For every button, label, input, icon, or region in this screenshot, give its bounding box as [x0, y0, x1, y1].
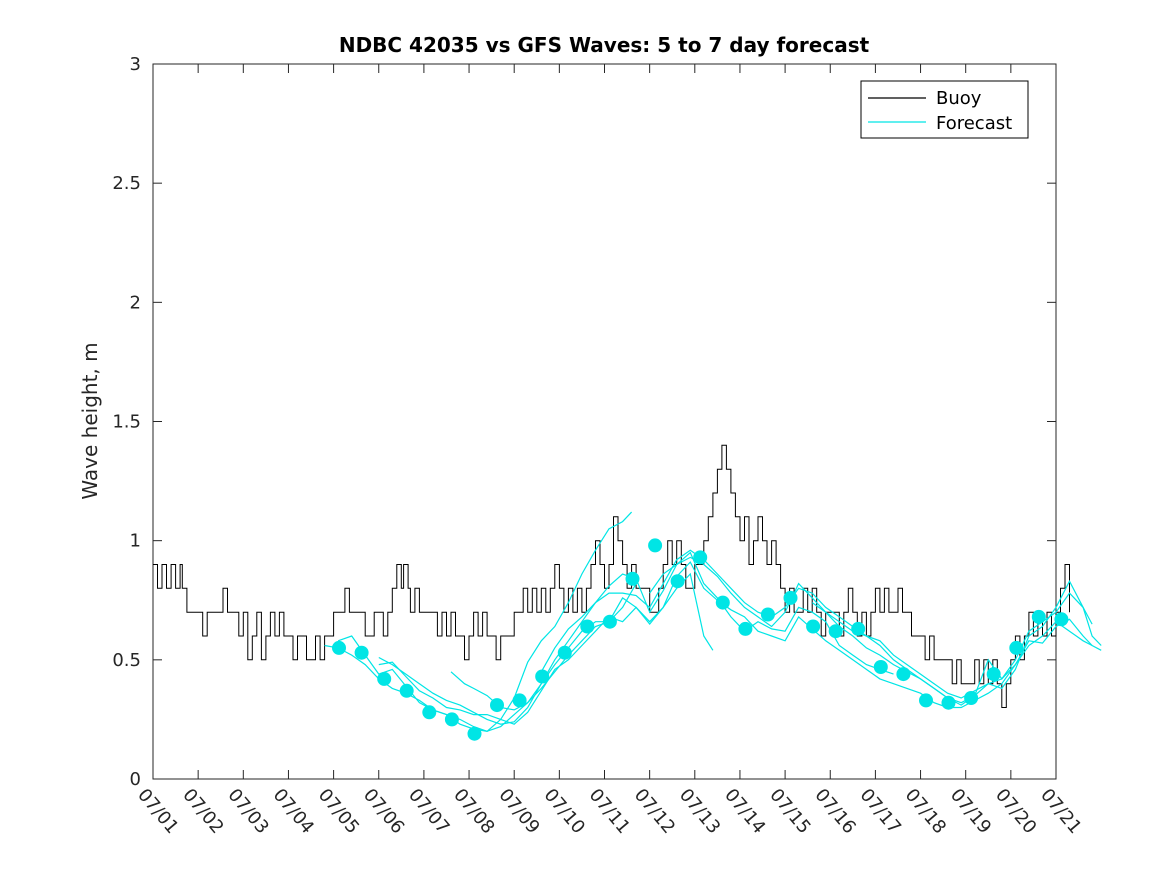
- forecast-marker: [444, 712, 459, 727]
- forecast-marker: [896, 667, 911, 682]
- forecast-marker: [535, 669, 550, 684]
- series-line-forecast: [450, 561, 1093, 711]
- forecast-marker: [851, 621, 866, 636]
- series-line-forecast: [649, 556, 1102, 699]
- forecast-marker: [738, 621, 753, 636]
- forecast-marker: [512, 693, 527, 708]
- axes-box: [152, 63, 1057, 780]
- forecast-marker: [760, 607, 775, 622]
- forecast-marker: [919, 693, 933, 708]
- forecast-marker: [941, 695, 956, 710]
- forecast-marker: [1054, 612, 1069, 627]
- y-tick-label: 0: [130, 769, 141, 790]
- forecast-marker: [467, 726, 482, 741]
- y-tick-label: 1.5: [112, 412, 141, 433]
- forecast-marker: [354, 645, 369, 660]
- y-tick-label: 1: [130, 531, 141, 552]
- forecast-marker: [1009, 640, 1024, 655]
- forecast-marker: [828, 624, 843, 639]
- forecast-marker: [986, 667, 1001, 682]
- series-line-forecast: [337, 511, 633, 732]
- forecast-marker: [806, 619, 821, 634]
- legend: Buoy Forecast: [860, 80, 1029, 139]
- y-tick-label: 0.5: [112, 650, 141, 671]
- forecast-marker: [377, 671, 392, 686]
- forecast-marker: [580, 619, 595, 634]
- forecast-marker: [332, 640, 346, 655]
- legend-box: [860, 80, 1029, 139]
- forecast-marker: [648, 538, 663, 553]
- forecast-marker: [602, 614, 617, 629]
- legend-label-forecast: Forecast: [936, 113, 1012, 134]
- forecast-marker: [693, 550, 708, 565]
- legend-label-buoy: Buoy: [936, 88, 982, 109]
- forecast-marker: [873, 660, 888, 674]
- series-line-buoy: [153, 444, 1070, 708]
- forecast-marker: [964, 691, 979, 705]
- forecast-marker: [715, 595, 730, 610]
- y-tick-label: 3: [130, 54, 141, 75]
- forecast-marker: [625, 571, 640, 586]
- forecast-marker: [1031, 609, 1046, 624]
- plot-area: 00.511.522.5307/0107/0207/0307/0407/0507…: [112, 54, 1102, 838]
- y-axis-label: Wave height, m: [78, 342, 102, 499]
- y-tick-label: 2: [130, 292, 141, 313]
- forecast-marker: [490, 698, 504, 713]
- chart-title: NDBC 42035 vs GFS Waves: 5 to 7 day fore…: [339, 33, 870, 57]
- forecast-marker: [557, 645, 572, 660]
- forecast-marker: [783, 590, 798, 605]
- y-tick-label: 2.5: [112, 173, 141, 194]
- forecast-marker: [422, 705, 437, 720]
- forecast-marker: [399, 683, 414, 698]
- forecast-marker: [670, 574, 685, 589]
